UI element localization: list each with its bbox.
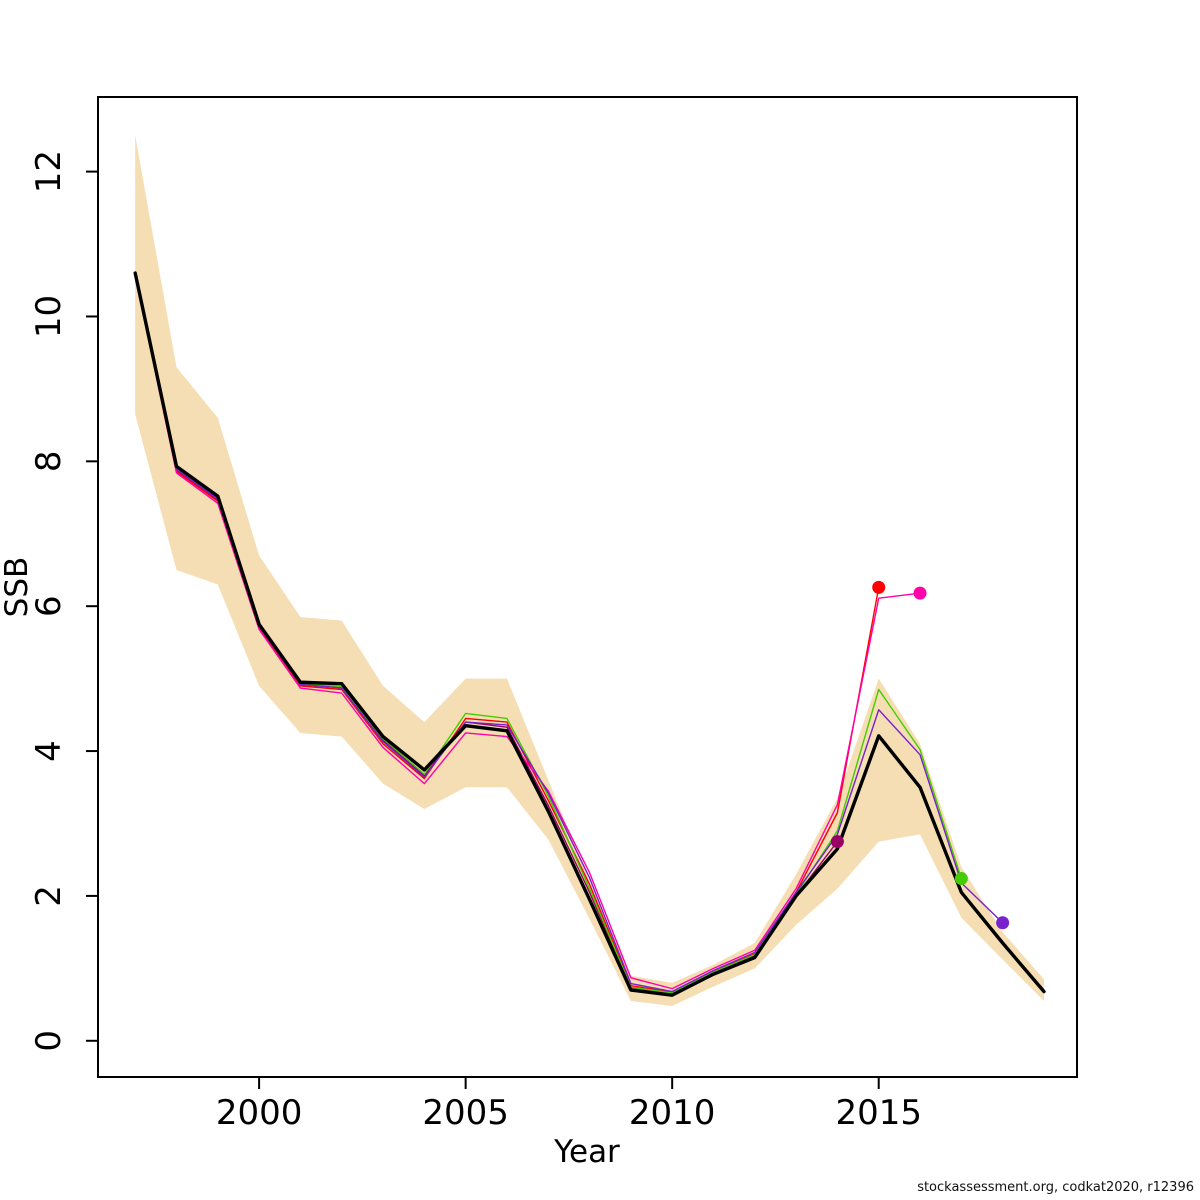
retro-peel-2017-end-dot xyxy=(954,872,968,886)
retro-peel-2016-end-dot xyxy=(913,586,927,600)
confidence-band xyxy=(135,135,1044,1007)
y-axis-title: SSB xyxy=(0,557,35,618)
y-tick-label: 8 xyxy=(29,451,69,473)
retro-peel-2018-end-dot xyxy=(996,916,1010,930)
x-tick-label: 2015 xyxy=(835,1093,922,1133)
axes: 2000 2005 2010 2015 0 2 4 6 8 10 12 xyxy=(29,150,922,1133)
y-tick-label: 2 xyxy=(29,885,69,907)
plot-border xyxy=(97,96,1078,1078)
base-run-line xyxy=(133,271,1046,997)
y-tick-label: 10 xyxy=(29,295,69,338)
x-tick-label: 2000 xyxy=(216,1093,303,1133)
x-tick-label: 2010 xyxy=(629,1093,716,1133)
y-tick-label: 0 xyxy=(29,1030,69,1052)
x-axis-title: Year xyxy=(553,1134,620,1170)
y-tick-label: 12 xyxy=(29,150,69,193)
y-tick-label: 4 xyxy=(29,740,69,762)
retro-peel-2016-line xyxy=(134,275,921,990)
x-tick-label: 2005 xyxy=(422,1093,509,1133)
plot-area xyxy=(133,135,1046,1007)
y-tick-label: 6 xyxy=(29,595,69,617)
citation: stockassessment.org, codkat2020, r12396 xyxy=(917,1180,1194,1195)
retro-peel-2014-end-dot xyxy=(830,835,844,849)
retro-peel-2015-end-dot xyxy=(872,580,886,594)
